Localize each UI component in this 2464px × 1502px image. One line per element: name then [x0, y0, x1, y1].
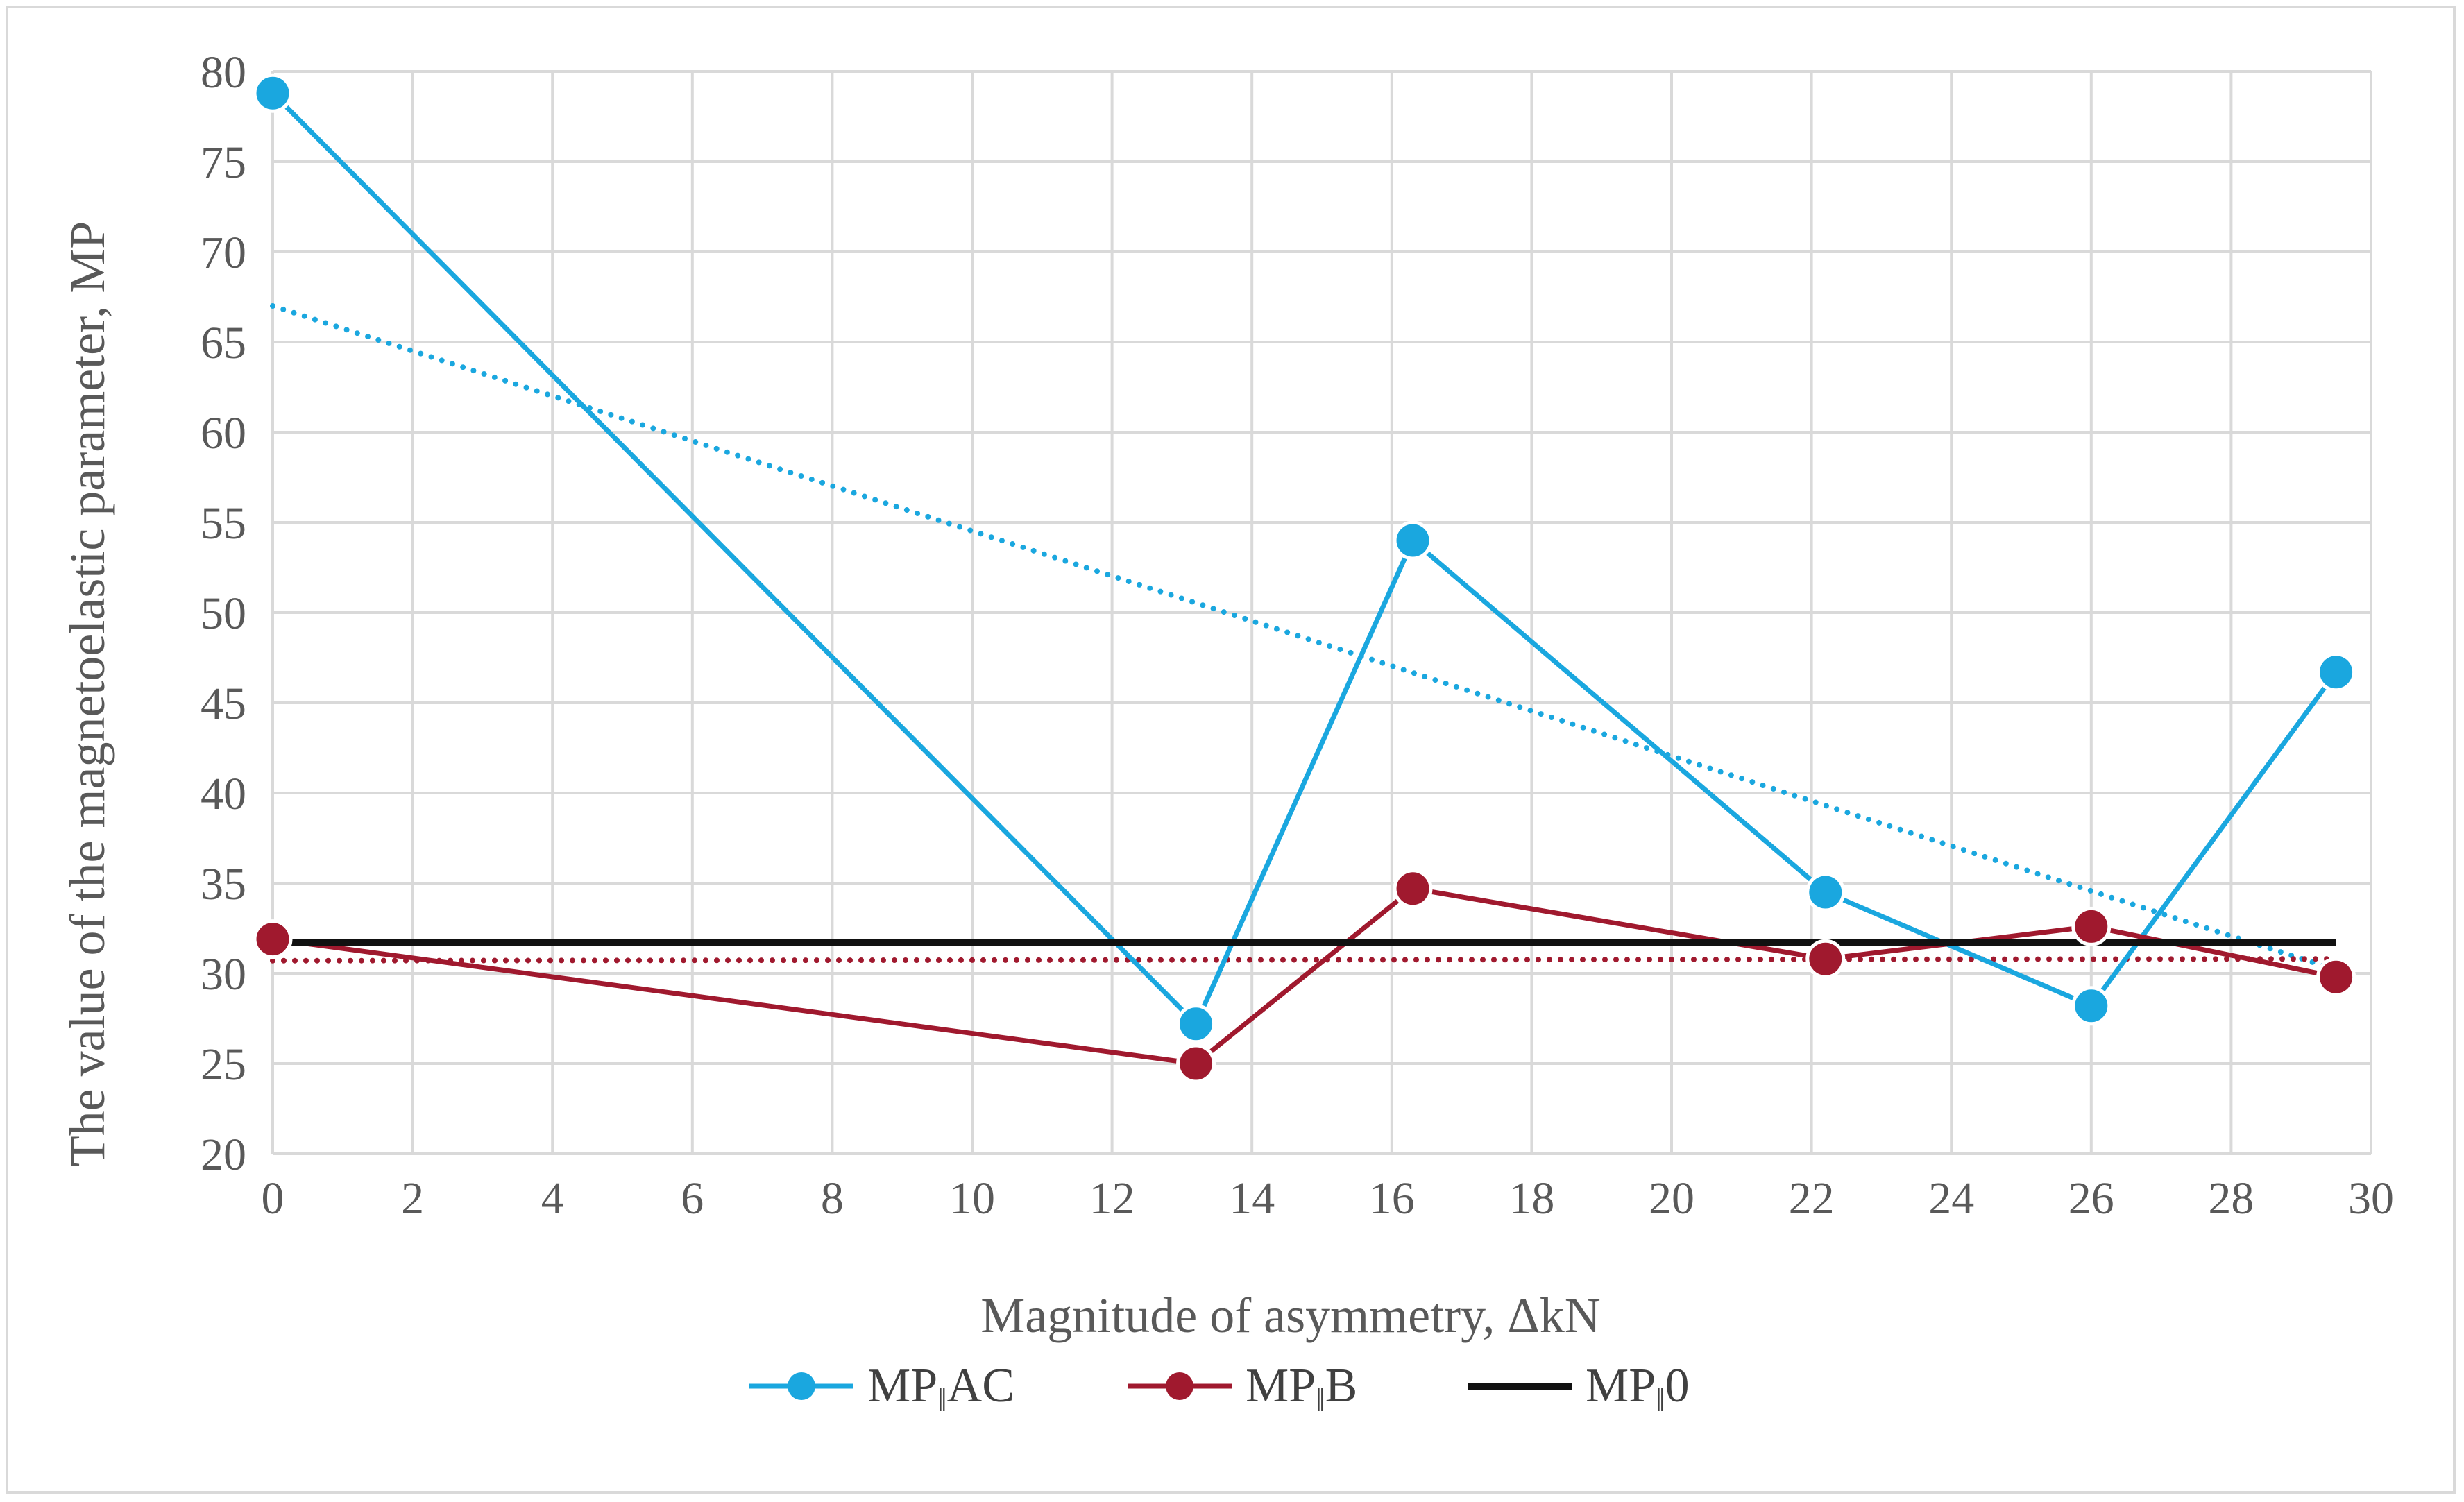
y-tick-label: 55 [201, 498, 246, 549]
trendlines [270, 303, 2339, 973]
y-tick-label: 65 [201, 318, 246, 368]
y-tick-label: 50 [201, 588, 246, 639]
x-tick-label: 22 [1789, 1173, 1835, 1224]
trendline-1 [270, 956, 2339, 964]
x-axis-ticks: 0 2 4 6 8 10 12 14 16 18 20 22 24 26 28 30 [262, 1173, 2395, 1224]
data-point [1805, 939, 1846, 979]
x-tick-label: 4 [541, 1173, 564, 1224]
y-tick-label: 40 [201, 769, 246, 819]
x-axis-title: Magnitude of asymmetry, ΔkN [980, 1288, 1600, 1343]
x-tick-label: 2 [401, 1173, 424, 1224]
x-tick-label: 6 [681, 1173, 704, 1224]
x-tick-label: 30 [2348, 1173, 2394, 1224]
x-tick-label: 16 [1369, 1173, 1415, 1224]
legend-label: MP‖B [1246, 1359, 1357, 1419]
y-tick-label: 60 [201, 408, 246, 459]
data-point [1805, 872, 1846, 912]
data-point [253, 73, 293, 113]
y-tick-label: 25 [201, 1039, 246, 1090]
legend-label: MP‖AC [867, 1359, 1014, 1419]
series-lines [271, 91, 2338, 1066]
series-line-0 [271, 91, 2338, 1027]
data-point [2316, 652, 2356, 692]
y-axis-title: The value of the magnetoelastic paramete… [60, 221, 115, 1167]
series-points [253, 73, 2356, 1084]
data-point [1176, 1004, 1216, 1044]
legend: MP‖AC MP‖B MP‖0 [749, 1359, 1690, 1419]
y-tick-label: 70 [201, 228, 246, 278]
data-point [2071, 906, 2112, 946]
y-tick-label: 45 [201, 679, 246, 729]
grid [271, 70, 2372, 1155]
data-point [253, 919, 293, 959]
data-point [1393, 520, 1433, 561]
data-point [2071, 986, 2112, 1026]
series-line-1 [272, 886, 2337, 1066]
x-tick-label: 28 [2208, 1173, 2254, 1224]
data-point [1393, 869, 1433, 909]
y-tick-label: 30 [201, 949, 246, 1000]
data-point [2316, 957, 2356, 997]
x-tick-label: 10 [949, 1173, 995, 1224]
legend-item: MP‖0 [1468, 1359, 1690, 1419]
y-tick-label: 20 [201, 1129, 246, 1180]
y-tick-label: 35 [201, 859, 246, 910]
x-tick-label: 18 [1509, 1173, 1554, 1224]
legend-item: MP‖AC [749, 1359, 1014, 1419]
x-tick-label: 8 [821, 1173, 844, 1224]
legend-label: MP‖0 [1586, 1359, 1690, 1419]
x-tick-label: 26 [2068, 1173, 2114, 1224]
y-tick-label: 80 [201, 47, 246, 98]
y-tick-label: 75 [201, 137, 246, 188]
legend-item: MP‖B [1128, 1359, 1357, 1419]
legend-swatch-marker [1166, 1372, 1193, 1400]
x-tick-label: 14 [1229, 1173, 1275, 1224]
y-axis-ticks: 20 25 30 35 40 45 50 55 60 65 70 75 80 [201, 47, 246, 1180]
x-tick-label: 12 [1089, 1173, 1135, 1224]
x-tick-label: 24 [1928, 1173, 1974, 1224]
data-point [1176, 1043, 1216, 1084]
legend-swatch-marker [788, 1372, 815, 1400]
x-tick-label: 0 [262, 1173, 284, 1224]
x-tick-label: 20 [1649, 1173, 1694, 1224]
